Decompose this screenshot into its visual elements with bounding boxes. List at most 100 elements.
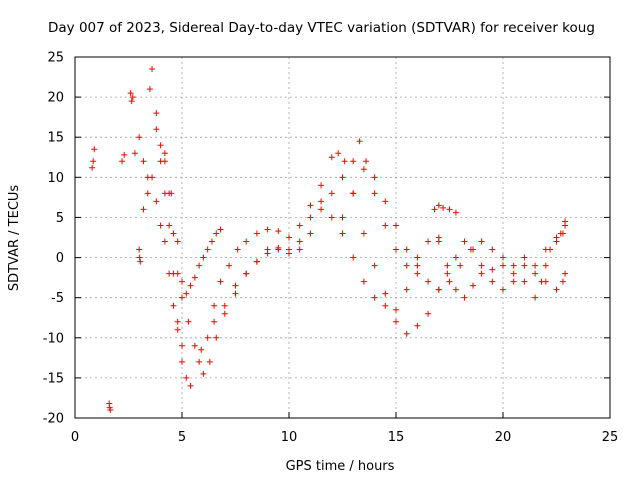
data-point-track-i-2 (452, 254, 459, 261)
data-point-track-h-9 (521, 278, 528, 285)
data-point-track-b-1 (144, 190, 151, 197)
data-point-track-e-13 (318, 182, 325, 189)
data-point-track-h-0 (435, 238, 442, 245)
data-point-track-e-0 (196, 358, 203, 365)
data-point-track-g-14 (489, 246, 496, 253)
data-point-track-f-7 (286, 250, 292, 257)
data-point-track-d-1 (168, 190, 175, 197)
data-point-track-e-18 (360, 230, 367, 237)
data-point-track-g-10 (446, 278, 453, 285)
data-point-track-i-0 (435, 286, 442, 293)
data-point-track-d-22 (350, 254, 357, 261)
data-point-track-g-13 (478, 238, 485, 245)
data-point-track-d-17 (296, 222, 303, 229)
y-ticks (75, 56, 610, 419)
data-point-isolated-points-13 (137, 258, 144, 265)
data-point-track-j-3 (446, 206, 453, 213)
data-point-track-i-7 (500, 286, 506, 293)
data-point-track-j-1 (435, 202, 442, 209)
data-point-track-d-12 (243, 238, 250, 245)
data-point-track-i-12 (553, 286, 560, 293)
data-point-track-h-2 (452, 286, 459, 293)
data-marks (89, 66, 569, 413)
data-point-track-e-23 (414, 322, 421, 329)
data-point-track-k-1 (538, 278, 545, 285)
data-point-track-g-6 (403, 246, 410, 253)
data-point-track-k-6 (562, 222, 569, 229)
data-point-track-a-4 (146, 86, 153, 93)
x-tick-label-15: 15 (388, 430, 405, 445)
data-point-track-b-5 (161, 238, 168, 245)
data-point-isolated-points-0 (89, 164, 96, 171)
data-point-isolated-points-10 (129, 94, 136, 101)
data-point-track-g-8 (425, 278, 432, 285)
data-point-track-c-15 (217, 226, 224, 233)
y-tick-label-10: 10 (47, 171, 64, 186)
data-point-track-d-15 (275, 228, 282, 235)
data-point-track-g-0 (339, 214, 346, 221)
x-tick-label-5: 5 (178, 430, 186, 445)
data-point-track-d-26 (393, 306, 399, 313)
data-point-track-d-24 (371, 294, 378, 301)
data-point-track-b-0 (140, 206, 147, 213)
y-axis-label: SDTVAR / TECUs (7, 185, 22, 292)
data-point-track-i-3 (461, 238, 468, 245)
data-point-track-c-10 (196, 262, 203, 269)
x-tick-label-25: 25 (602, 430, 619, 445)
x-axis-label: GPS time / hours (286, 459, 395, 474)
data-point-track-c-12 (204, 246, 211, 253)
data-point-track-g-16 (510, 262, 517, 269)
data-point-track-k-5 (557, 230, 564, 237)
data-point-track-i-9 (521, 262, 528, 269)
data-point-track-f-4 (253, 258, 260, 265)
y-tick-label-5: 5 (56, 211, 64, 226)
y-tick-label-20: 20 (47, 91, 64, 106)
data-point-track-g-11 (457, 262, 464, 269)
plot-frame (74, 56, 611, 419)
data-point-track-d-2 (174, 238, 181, 245)
data-point-isolated-points-5 (107, 406, 114, 413)
data-point-track-a-14 (187, 382, 194, 389)
data-point-track-f-17 (382, 222, 389, 229)
data-point-track-f-5 (264, 250, 271, 257)
data-point-track-h-7 (500, 262, 506, 269)
data-point-track-c-1 (157, 142, 164, 149)
y-tick-label-minus5: -5 (51, 291, 64, 306)
data-point-track-f-19 (403, 262, 410, 269)
data-point-track-d-21 (339, 230, 346, 237)
data-point-track-d-8 (211, 302, 218, 309)
data-point-track-h-3 (461, 294, 468, 301)
x-ticks (74, 412, 611, 418)
data-point-track-h-4 (470, 282, 477, 289)
data-point-track-d-28 (414, 270, 421, 277)
data-point-track-c-11 (200, 254, 207, 261)
data-point-track-b-8 (174, 326, 181, 333)
y-tick-labels: -20 -15 -10 -5 0 5 10 15 20 25 (43, 51, 64, 427)
data-point-track-a-5 (149, 66, 156, 73)
data-point-track-f-15 (363, 158, 370, 165)
data-point-track-g-17 (521, 254, 528, 261)
y-tick-label-minus10: -10 (43, 331, 64, 346)
data-point-track-f-11 (328, 190, 335, 197)
data-point-track-e-15 (335, 150, 342, 157)
data-point-track-d-18 (307, 202, 314, 209)
data-point-track-a-9 (166, 222, 173, 229)
data-point-isolated-points-12 (136, 254, 143, 261)
chart-title: Day 007 of 2023, Sidereal Day-to-day VTE… (48, 20, 595, 36)
data-point-track-j-2 (440, 204, 447, 211)
data-point-track-d-27 (403, 286, 410, 293)
x-tick-labels: 0 5 10 15 20 25 (71, 430, 618, 445)
data-point-track-h-10 (532, 262, 539, 269)
data-point-track-b-6 (166, 270, 173, 277)
data-point-track-b-3 (153, 198, 160, 205)
data-point-track-i-8 (510, 278, 517, 285)
data-point-track-g-7 (414, 262, 421, 269)
data-point-track-f-6 (275, 246, 282, 253)
y-tick-label-minus15: -15 (43, 371, 64, 386)
data-point-track-a-12 (179, 358, 185, 365)
data-point-track-d-14 (264, 226, 271, 233)
data-point-track-c-9 (191, 274, 198, 281)
data-point-track-a-11 (174, 318, 181, 325)
y-tick-label-0: 0 (56, 251, 64, 266)
